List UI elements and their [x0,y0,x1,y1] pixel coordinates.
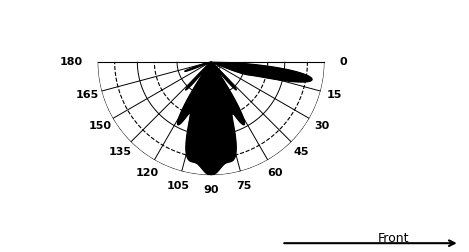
Text: 30: 30 [314,121,330,131]
Polygon shape [178,62,312,175]
Text: 150: 150 [89,121,112,131]
Text: 135: 135 [109,147,132,157]
Text: 60: 60 [267,168,283,178]
Text: 105: 105 [166,180,189,191]
Text: 120: 120 [136,168,159,178]
Text: -10 dB: -10 dB [195,112,227,122]
Text: Front: Front [378,232,410,245]
Text: 75: 75 [236,180,252,191]
Text: -3 dB: -3 dB [198,151,224,162]
Text: dB: dB [210,66,221,75]
Text: 90: 90 [203,185,219,195]
Text: 180: 180 [60,57,83,67]
Text: 45: 45 [294,147,310,157]
Text: 15: 15 [327,90,342,100]
Text: dB: dB [209,80,220,89]
Text: 0: 0 [339,57,347,67]
Text: 165: 165 [76,90,99,100]
